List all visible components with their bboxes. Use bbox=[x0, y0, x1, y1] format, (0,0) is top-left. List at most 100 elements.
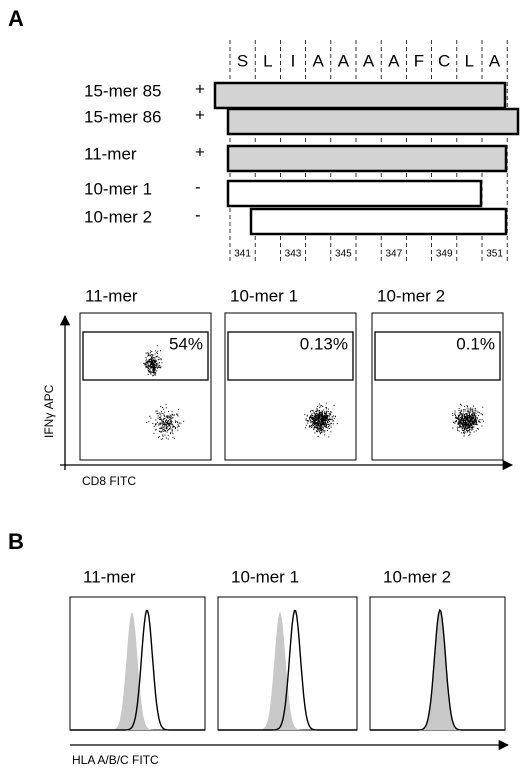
event-dot bbox=[152, 357, 154, 359]
event-dot bbox=[459, 426, 460, 428]
event-dot bbox=[464, 428, 466, 430]
event-dot bbox=[311, 421, 313, 422]
event-dot bbox=[155, 361, 156, 363]
event-dot bbox=[153, 359, 155, 361]
event-dot bbox=[468, 426, 470, 427]
plot-frame bbox=[371, 312, 504, 461]
event-dot bbox=[469, 431, 471, 433]
event-dot bbox=[146, 421, 148, 423]
event-dot bbox=[312, 410, 314, 412]
event-dot bbox=[323, 422, 325, 424]
event-dot bbox=[323, 427, 324, 429]
event-dot bbox=[325, 408, 327, 410]
event-dot bbox=[332, 423, 334, 425]
event-dot bbox=[321, 430, 322, 432]
event-dot bbox=[323, 416, 324, 418]
event-dot bbox=[150, 361, 152, 363]
event-dot bbox=[155, 374, 156, 376]
event-dot bbox=[465, 426, 466, 428]
event-dot bbox=[469, 415, 471, 417]
event-dot bbox=[153, 360, 155, 361]
peptide-bar bbox=[226, 144, 508, 173]
event-dot bbox=[166, 420, 168, 421]
event-dot bbox=[147, 363, 149, 365]
event-dot bbox=[158, 436, 160, 438]
gate bbox=[227, 331, 354, 381]
event-dot bbox=[155, 423, 157, 425]
event-dot bbox=[157, 365, 159, 367]
event-dot bbox=[183, 420, 185, 422]
event-dot bbox=[462, 422, 464, 424]
event-dot bbox=[164, 422, 166, 424]
event-dot bbox=[478, 414, 480, 416]
event-dot bbox=[463, 419, 464, 421]
event-dot bbox=[469, 419, 471, 421]
event-dot bbox=[329, 413, 331, 415]
event-dot bbox=[321, 426, 323, 428]
event-dot bbox=[322, 428, 324, 430]
event-dot bbox=[472, 421, 473, 422]
event-dot bbox=[459, 423, 461, 425]
event-dot bbox=[475, 413, 477, 414]
event-dot bbox=[473, 418, 474, 420]
event-dot bbox=[152, 364, 154, 366]
event-dot bbox=[154, 353, 156, 355]
event-dot bbox=[156, 356, 158, 358]
event-dot bbox=[154, 350, 156, 352]
event-dot bbox=[461, 423, 463, 425]
event-dot bbox=[169, 421, 171, 423]
event-dot bbox=[174, 426, 176, 428]
event-dot bbox=[160, 431, 162, 432]
event-dot bbox=[471, 413, 473, 415]
event-dot bbox=[314, 415, 316, 417]
residue: A bbox=[363, 51, 375, 70]
event-dot bbox=[310, 417, 312, 418]
event-dot bbox=[162, 438, 164, 440]
event-dot bbox=[161, 427, 163, 429]
event-dot bbox=[157, 364, 159, 366]
event-dot bbox=[318, 428, 320, 430]
gate-percent: 0.1% bbox=[456, 334, 495, 353]
event-dot bbox=[471, 408, 473, 410]
event-dot bbox=[326, 415, 328, 417]
event-dot bbox=[469, 420, 471, 422]
event-dot bbox=[318, 429, 320, 431]
event-dot bbox=[307, 420, 309, 422]
event-dot bbox=[460, 412, 461, 414]
event-dot bbox=[166, 421, 168, 423]
event-dot bbox=[467, 417, 469, 419]
event-dot bbox=[323, 430, 325, 432]
event-dot bbox=[150, 358, 151, 360]
event-dot bbox=[463, 431, 465, 433]
event-dot bbox=[149, 361, 151, 362]
event-dot bbox=[314, 427, 316, 429]
event-dot bbox=[456, 420, 457, 422]
event-dot bbox=[150, 364, 152, 365]
event-dot bbox=[452, 412, 454, 414]
event-dot bbox=[472, 424, 474, 426]
event-dot bbox=[168, 420, 170, 422]
x-axis-label: HLA A/B/C FITC bbox=[72, 753, 159, 767]
event-dot bbox=[465, 424, 467, 426]
event-dot bbox=[466, 414, 468, 416]
event-dot bbox=[479, 419, 481, 421]
residue: L bbox=[465, 51, 474, 70]
event-dot bbox=[476, 422, 478, 424]
event-dot bbox=[154, 366, 156, 368]
event-dot bbox=[319, 418, 321, 420]
event-dot bbox=[467, 409, 469, 411]
event-dot bbox=[176, 421, 178, 423]
event-dot bbox=[473, 426, 475, 428]
event-dot bbox=[312, 422, 314, 424]
event-dot bbox=[324, 419, 325, 421]
position-number: 343 bbox=[285, 249, 302, 260]
event-dot bbox=[457, 414, 459, 416]
event-dot bbox=[167, 425, 169, 427]
event-dot bbox=[323, 423, 324, 425]
event-dot bbox=[172, 432, 174, 434]
event-dot bbox=[306, 420, 308, 422]
event-dot bbox=[467, 410, 469, 412]
event-dot bbox=[318, 411, 320, 413]
event-dot bbox=[464, 417, 466, 419]
event-dot bbox=[329, 418, 331, 420]
